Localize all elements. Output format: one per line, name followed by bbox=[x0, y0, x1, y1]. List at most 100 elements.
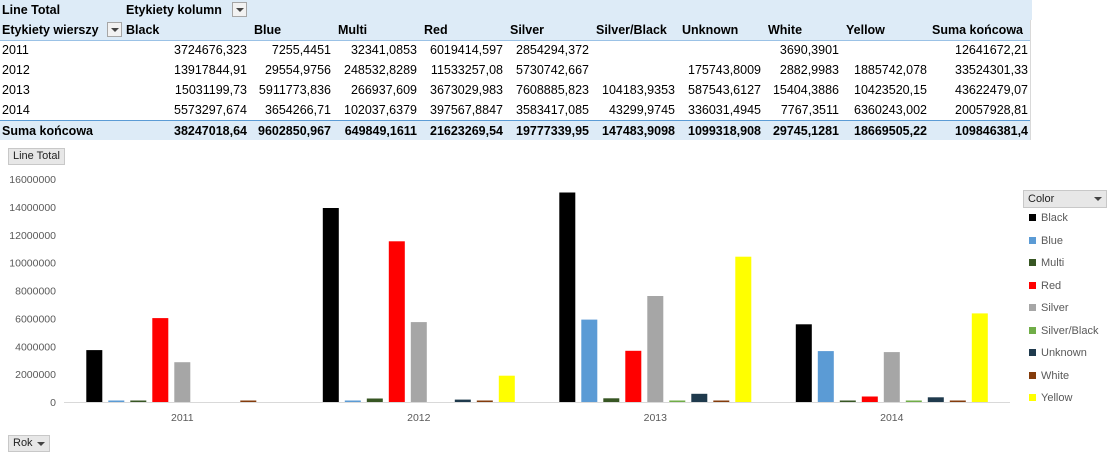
legend-swatch bbox=[1029, 371, 1036, 379]
legend-swatch bbox=[1029, 326, 1036, 334]
grand-total-cell: 1099318,908 bbox=[688, 124, 761, 138]
value-cell: 13917844,91 bbox=[174, 63, 247, 77]
bar-white-2011[interactable] bbox=[240, 400, 257, 403]
value-cell: 266937,609 bbox=[350, 83, 417, 97]
bar-yellow-2014[interactable] bbox=[971, 313, 988, 402]
bar-black-2013[interactable] bbox=[559, 192, 576, 403]
value-cell: 3673029,983 bbox=[430, 83, 503, 97]
axis-field-button[interactable]: Rok bbox=[8, 435, 50, 452]
bar-multi-2013[interactable] bbox=[603, 398, 620, 402]
column-header-suma-ko-cowa: Suma końcowa bbox=[932, 23, 1023, 37]
column-labels-filter-button[interactable] bbox=[232, 2, 247, 17]
bar-red-2013[interactable] bbox=[625, 350, 642, 402]
y-tick-label: 12000000 bbox=[9, 230, 56, 242]
value-cell: 1885742,078 bbox=[854, 63, 927, 77]
column-header-red: Red bbox=[424, 23, 448, 37]
bar-unknown-2014[interactable] bbox=[927, 397, 944, 402]
pivot-row-2012: 2012 13917844,91 29554,9756 248532,8289 1153… bbox=[0, 60, 1030, 80]
values-field-label: Line Total bbox=[0, 0, 126, 20]
bar-white-2012[interactable] bbox=[476, 400, 493, 403]
value-cell: 336031,4945 bbox=[688, 103, 761, 117]
bar-silver-2014[interactable] bbox=[883, 352, 900, 402]
legend-label: Multi bbox=[1041, 257, 1065, 269]
pivot-grand-total-row: Suma końcowa 38247018,64 9602850,967 649849… bbox=[0, 120, 1030, 141]
pivot-chart[interactable]: Line Total 0 2000000 4000000 6000000 8000000… bbox=[0, 140, 1113, 457]
value-cell: 7767,3511 bbox=[780, 103, 839, 117]
bar-red-2014[interactable] bbox=[861, 396, 878, 403]
value-cell: 3583417,085 bbox=[516, 103, 589, 117]
grand-total-cell: 38247018,64 bbox=[174, 124, 247, 138]
bar-silver-2012[interactable] bbox=[410, 322, 427, 402]
pivot-row-2011: 2011 3724676,323 7255,4451 32341,0853 601941… bbox=[0, 40, 1030, 60]
x-tick-label: 2011 bbox=[171, 412, 194, 424]
bar-red-2011[interactable] bbox=[152, 318, 169, 402]
bar-blue-2014[interactable] bbox=[817, 351, 834, 402]
legend-label: Silver/Black bbox=[1041, 324, 1099, 337]
chevron-down-icon bbox=[36, 442, 45, 446]
bar-multi-2011[interactable] bbox=[130, 400, 147, 403]
legend-label: Blue bbox=[1041, 234, 1064, 247]
grand-total-cell: 21623269,54 bbox=[430, 124, 503, 138]
pivot-row-2013: 2013 15031199,73 5911773,836 266937,609 3673… bbox=[0, 80, 1030, 100]
value-cell: 5573297,674 bbox=[174, 103, 247, 117]
grand-total-cell: 9602850,967 bbox=[258, 124, 331, 138]
bar-unknown-2013[interactable] bbox=[691, 393, 708, 402]
bar-silver-2013[interactable] bbox=[647, 296, 664, 402]
column-header-yellow: Yellow bbox=[846, 23, 885, 37]
value-cell bbox=[680, 40, 761, 60]
bar-white-2013[interactable] bbox=[713, 400, 730, 403]
legend-label: Red bbox=[1041, 279, 1062, 292]
y-tick-label: 16000000 bbox=[9, 174, 56, 186]
x-tick-label: 2012 bbox=[407, 412, 431, 424]
row-labels-filter-button[interactable] bbox=[107, 22, 122, 37]
bar-black-2011[interactable] bbox=[86, 350, 103, 402]
y-tick-label: 10000000 bbox=[9, 258, 56, 270]
value-field-button[interactable]: Line Total bbox=[8, 148, 65, 165]
y-tick-label: 14000000 bbox=[9, 202, 56, 214]
y-tick-label: 4000000 bbox=[15, 341, 56, 353]
bar-black-2014[interactable] bbox=[795, 324, 812, 402]
grand-total-cell: 19777339,95 bbox=[516, 124, 589, 138]
y-tick-label: 0 bbox=[50, 397, 56, 409]
bar-black-2012[interactable] bbox=[322, 208, 339, 402]
bar-silver-2011[interactable] bbox=[174, 362, 191, 402]
bar-unknown-2012[interactable] bbox=[454, 399, 471, 402]
value-cell: 3690,3901 bbox=[779, 43, 839, 57]
grand-total-cell: 18669505,22 bbox=[854, 124, 927, 138]
bar-blue-2012[interactable] bbox=[344, 400, 361, 403]
column-header-black: Black bbox=[126, 23, 160, 37]
value-cell bbox=[844, 40, 927, 60]
value-cell bbox=[594, 40, 675, 60]
bar-blue-2011[interactable] bbox=[108, 400, 125, 403]
bar-yellow-2013[interactable] bbox=[735, 256, 752, 402]
value-cell: 248532,8289 bbox=[344, 63, 417, 77]
bar-silver-black-2014[interactable] bbox=[905, 400, 922, 403]
value-cell bbox=[594, 60, 675, 80]
bar-yellow-2012[interactable] bbox=[498, 375, 515, 402]
x-tick-label: 2014 bbox=[880, 412, 904, 424]
value-cell: 6360243,002 bbox=[854, 103, 927, 117]
grand-total-cell: 109846381,4 bbox=[955, 124, 1028, 138]
column-header-multi: Multi bbox=[338, 23, 368, 37]
value-cell: 3654266,71 bbox=[264, 103, 331, 117]
row-label: 2014 bbox=[2, 103, 30, 117]
bar-multi-2014[interactable] bbox=[839, 400, 856, 403]
value-cell: 175743,8009 bbox=[688, 63, 761, 77]
bar-red-2012[interactable] bbox=[388, 241, 405, 402]
legend-field-button[interactable]: Color bbox=[1023, 190, 1107, 208]
grand-total-label: Suma końcowa bbox=[2, 124, 93, 138]
bar-multi-2012[interactable] bbox=[366, 398, 383, 403]
bar-silver-black-2013[interactable] bbox=[669, 400, 686, 403]
value-cell: 2854294,372 bbox=[516, 43, 589, 57]
value-cell: 29554,9756 bbox=[264, 63, 331, 77]
value-cell: 6019414,597 bbox=[430, 43, 503, 57]
grand-total-cell: 147483,9098 bbox=[602, 124, 675, 138]
bar-blue-2013[interactable] bbox=[581, 319, 598, 402]
value-cell: 10423520,15 bbox=[854, 83, 927, 97]
chart-plot-area: 0 2000000 4000000 6000000 8000000 10000000 120… bbox=[9, 174, 1010, 424]
legend-swatch bbox=[1029, 281, 1036, 289]
grand-total-cell: 29745,1281 bbox=[772, 124, 839, 138]
legend-swatch bbox=[1029, 349, 1036, 356]
bar-white-2014[interactable] bbox=[949, 400, 966, 403]
